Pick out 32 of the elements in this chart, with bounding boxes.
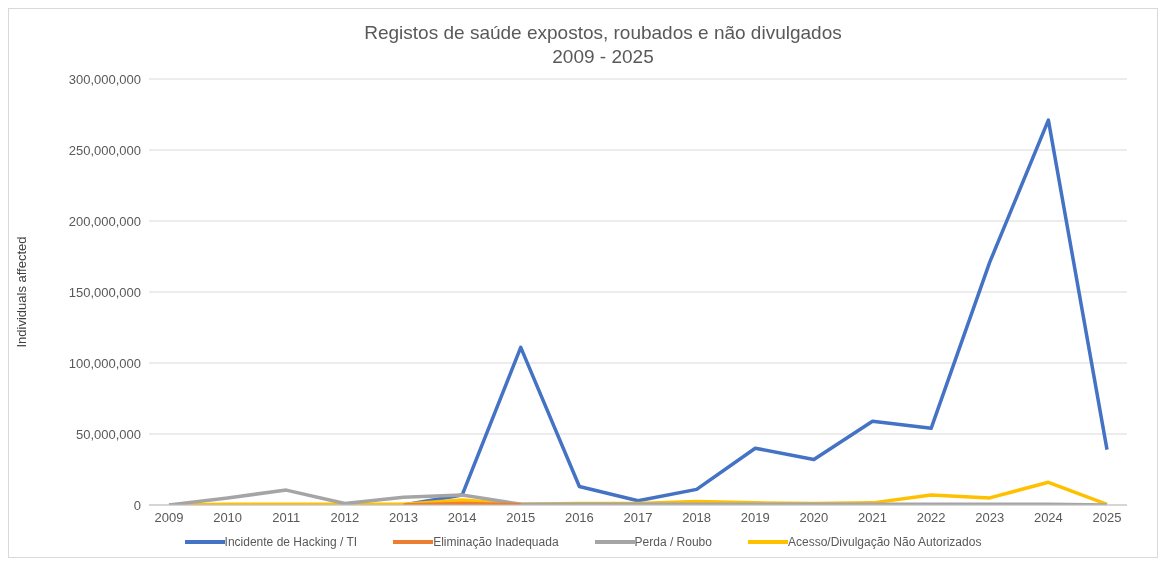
x-tick-label: 2009 — [154, 510, 184, 526]
x-tick-label: 2011 — [272, 510, 301, 526]
y-tick-label: 200,000,000 — [68, 213, 141, 229]
x-tick-label: 2015 — [506, 510, 536, 526]
x-tick-label: 2012 — [330, 510, 360, 526]
x-tick-label: 2025 — [1092, 510, 1122, 526]
x-tick-label: 2019 — [740, 510, 770, 526]
y-axis-title: Individuals affected — [13, 236, 29, 348]
y-tick-label: 300,000,000 — [68, 71, 141, 87]
x-tick-label: 2021 — [858, 510, 887, 526]
x-tick-label: 2013 — [389, 510, 418, 526]
x-tick-label: 2018 — [682, 510, 712, 526]
legend-label: Perda / Roubo — [634, 535, 712, 549]
x-tick-label: 2014 — [447, 510, 477, 526]
x-tick-label: 2022 — [916, 510, 946, 526]
legend-label: Incidente de Hacking / TI — [224, 535, 358, 549]
x-tick-label: 2020 — [799, 510, 829, 526]
x-tick-label: 2010 — [213, 510, 243, 526]
legend-label: Eliminação Inadequada — [433, 535, 559, 549]
x-tick-label: 2016 — [564, 510, 594, 526]
y-tick-label: 50,000,000 — [75, 426, 141, 442]
legend-label: Acesso/Divulgação Não Autorizados — [787, 535, 982, 549]
chart-title: Registos de saúde expostos, roubados e não divulgados — [363, 21, 843, 45]
chart-subtitle: 2009 - 2025 — [551, 45, 655, 69]
y-tick-label: 250,000,000 — [68, 142, 141, 158]
x-tick-label: 2024 — [1033, 510, 1063, 526]
line-series — [167, 488, 1109, 505]
y-tick-label: 100,000,000 — [68, 355, 141, 371]
y-tick-label: 150,000,000 — [68, 284, 141, 300]
x-tick-label: 2017 — [623, 510, 653, 526]
y-tick-label: 0 — [133, 497, 141, 513]
x-tick-label: 2023 — [975, 510, 1005, 526]
